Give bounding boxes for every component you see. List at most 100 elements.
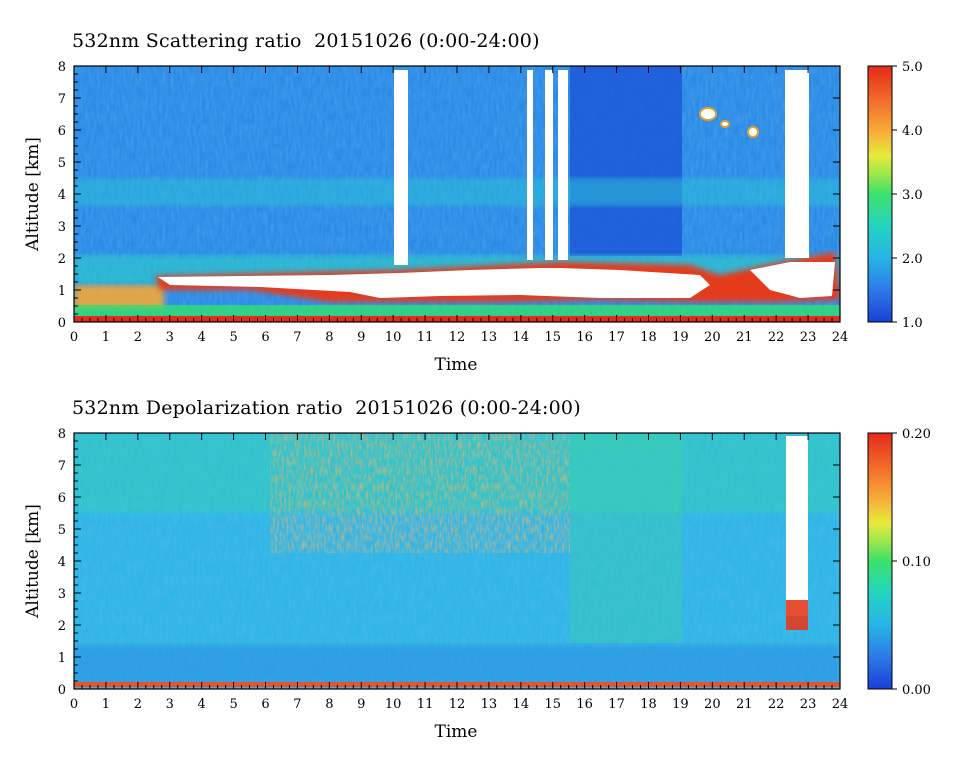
x-tick-label: 0	[70, 697, 78, 712]
y-tick-label: 8	[58, 427, 66, 442]
x-tick-label: 15	[544, 697, 561, 712]
y-tick-label: 6	[58, 491, 66, 506]
x-tick-label: 1	[102, 330, 110, 345]
y-tick-label: 5	[58, 156, 66, 171]
x-tick-label: 13	[481, 697, 498, 712]
cloud-layer-core	[158, 268, 710, 298]
x-axis-label-1: Time	[435, 355, 478, 375]
colorbar-tick-label: 2.0	[902, 252, 923, 267]
x-tick-label: 22	[768, 697, 785, 712]
x-tick-label: 21	[736, 697, 753, 712]
y-tick-label: 0	[58, 316, 66, 331]
white-column-10h	[394, 70, 408, 265]
x-tick-label: 17	[608, 330, 625, 345]
x-tick-label: 16	[576, 697, 593, 712]
x-tick-label: 3	[166, 697, 174, 712]
x-tick-label: 20	[704, 330, 721, 345]
surface-layer	[74, 305, 840, 317]
small-cloud-3	[747, 126, 759, 138]
x-tick-label: 19	[672, 697, 689, 712]
scattering-ratio-plot	[74, 66, 840, 322]
colorbar-tick-label: 4.0	[902, 124, 923, 139]
x-tick-label: 14	[513, 697, 530, 712]
y-tick-label: 6	[58, 124, 66, 139]
x-tick-label: 8	[325, 697, 333, 712]
x-tick-label: 5	[229, 330, 237, 345]
x-tick-label: 12	[449, 697, 466, 712]
y-axis-label-2: Altitude [km]	[23, 504, 43, 619]
y-tick-label: 4	[58, 555, 66, 570]
clear-sky-region	[570, 66, 682, 256]
y-axis-label-1: Altitude [km]	[23, 137, 43, 252]
x-tick-label: 24	[832, 330, 849, 345]
small-cloud-1	[699, 107, 717, 121]
lower-layer-2	[74, 645, 840, 685]
colorbar-tick-label: 0.00	[902, 683, 931, 698]
x-axis-label-2: Time	[435, 722, 478, 742]
colorbar-depolarization	[867, 432, 893, 690]
small-cloud-2	[720, 120, 730, 128]
x-tick-label: 23	[800, 697, 817, 712]
x-tick-label: 10	[385, 330, 402, 345]
colorbar-tick-label: 5.0	[902, 60, 923, 75]
cloud-layer-core-late	[750, 262, 835, 298]
y-tick-label: 1	[58, 651, 66, 666]
white-column-22h	[785, 70, 809, 258]
x-tick-label: 10	[385, 697, 402, 712]
clear-sky-region-2	[570, 433, 682, 643]
x-tick-label: 13	[481, 330, 498, 345]
y-tick-label: 2	[58, 252, 66, 267]
colorbar-tick-label: 1.0	[902, 316, 923, 331]
x-tick-label: 15	[544, 330, 561, 345]
x-tick-label: 18	[640, 330, 657, 345]
colorbar-scattering	[867, 65, 893, 323]
mid-layer-aerosol	[74, 178, 840, 206]
x-tick-label: 3	[166, 330, 174, 345]
y-tick-label: 7	[58, 459, 66, 474]
colorbar-tick-label: 3.0	[902, 188, 923, 203]
x-tick-label: 9	[357, 697, 365, 712]
y-tick-label: 8	[58, 60, 66, 75]
x-tick-label: 21	[736, 330, 753, 345]
x-tick-label: 8	[325, 330, 333, 345]
axis-ticks: 0 1 2 3 4 5 6 7 8 9 10 11 12 13 14 15 16 17 18 19 20 21 22 23 24…	[58, 60, 931, 712]
noisy-upper-region	[270, 433, 570, 553]
x-tick-label: 18	[640, 697, 657, 712]
x-tick-label: 14	[513, 330, 530, 345]
y-tick-label: 5	[58, 523, 66, 538]
x-tick-label: 6	[261, 697, 269, 712]
x-tick-label: 9	[357, 330, 365, 345]
x-tick-label: 2	[134, 330, 142, 345]
x-tick-label: 2	[134, 697, 142, 712]
white-column-14h	[527, 70, 533, 260]
x-tick-label: 4	[198, 330, 206, 345]
colorbar-tick-label: 0.10	[902, 555, 931, 570]
x-tick-label: 7	[293, 697, 301, 712]
x-tick-label: 23	[800, 330, 817, 345]
chart-title-depolarization: 532nm Depolarization ratio 20151026 (0:0…	[72, 397, 581, 419]
x-tick-label: 0	[70, 330, 78, 345]
y-tick-label: 1	[58, 284, 66, 299]
y-tick-label: 4	[58, 188, 66, 203]
x-tick-label: 11	[417, 697, 434, 712]
depolarization-ratio-plot	[74, 433, 840, 689]
y-tick-label: 7	[58, 92, 66, 107]
white-column-15h	[558, 70, 568, 260]
y-tick-label: 3	[58, 220, 66, 235]
x-tick-label: 1	[102, 697, 110, 712]
x-tick-label: 5	[229, 697, 237, 712]
x-tick-label: 4	[198, 697, 206, 712]
x-tick-label: 22	[768, 330, 785, 345]
y-tick-label: 2	[58, 619, 66, 634]
x-tick-label: 19	[672, 330, 689, 345]
white-column-14-5h	[545, 70, 553, 260]
x-tick-label: 6	[261, 330, 269, 345]
cloud-column-22h	[786, 436, 808, 616]
x-tick-label: 11	[417, 330, 434, 345]
chart-title-scattering: 532nm Scattering ratio 20151026 (0:00-24…	[72, 30, 540, 52]
x-tick-label: 17	[608, 697, 625, 712]
x-tick-label: 24	[832, 697, 849, 712]
cloud-column-base	[786, 600, 808, 630]
x-tick-label: 12	[449, 330, 466, 345]
